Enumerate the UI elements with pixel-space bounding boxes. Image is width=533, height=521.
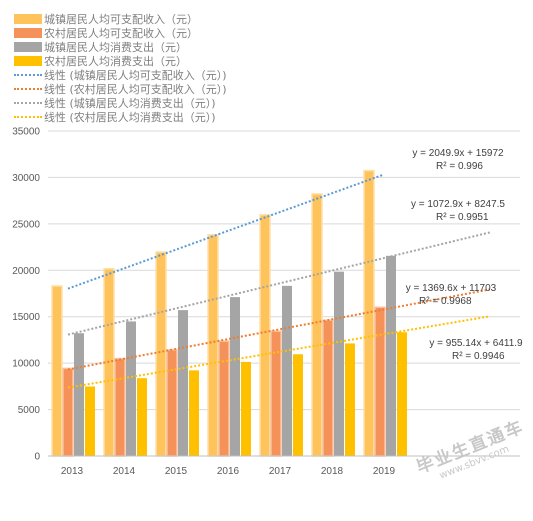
- y-tick-label-5: 25000: [12, 219, 40, 230]
- legend-trend-label-1: 线性 (农村居民人均可支配收入（元）): [44, 83, 227, 96]
- legend-item-series-0: 城镇居民人均可支配收入（元）: [14, 12, 227, 26]
- legend-item-trend-3: 线性 (农村居民人均消费支出（元）): [14, 110, 227, 124]
- bar-2-5: [334, 271, 344, 456]
- bar-2-0: [74, 333, 84, 456]
- x-tick-label-2: 2015: [165, 466, 188, 477]
- bar-2-1: [126, 321, 136, 456]
- bar-1-1: [114, 357, 126, 457]
- bar-1-0: [62, 367, 74, 457]
- y-tick-label-4: 20000: [12, 266, 40, 277]
- bar-1-4: [270, 330, 282, 457]
- legend-item-trend-1: 线性 (农村居民人均可支配收入（元）): [14, 82, 227, 96]
- trend-r2-3: R² = 0.9946: [452, 351, 505, 362]
- x-tick-label-5: 2018: [321, 466, 344, 477]
- x-tick-label-3: 2016: [217, 466, 240, 477]
- bar-0-2: [155, 251, 167, 457]
- legend-trend-label-0: 线性 (城镇居民人均可支配收入（元）): [44, 69, 227, 82]
- trend-lines: [67, 173, 491, 389]
- y-tick-label-1: 5000: [18, 405, 41, 416]
- bar-2-3: [230, 297, 240, 456]
- legend-trend-swatch-1: [14, 88, 42, 90]
- x-tick-label-6: 2019: [373, 466, 396, 477]
- y-tick-label-7: 35000: [12, 127, 40, 138]
- legend-label-2: 城镇居民人均消费支出（元）: [44, 41, 187, 54]
- trend-equation-2: y = 1369.6x + 11703: [406, 283, 497, 294]
- bar-3-6: [397, 332, 407, 456]
- legend-swatch-3: [14, 56, 42, 66]
- legend-swatch-2: [14, 42, 42, 52]
- bar-3-4: [293, 354, 303, 456]
- legend-swatch-0: [14, 14, 42, 24]
- legend-item-series-2: 城镇居民人均消费支出（元）: [14, 40, 227, 54]
- bar-3-0: [85, 386, 95, 456]
- bar-2-2: [178, 310, 188, 456]
- legend-trend-swatch-0: [14, 74, 42, 76]
- trend-r2-2: R² = 0.9968: [419, 296, 472, 307]
- trend-r2-0: R² = 0.996: [436, 161, 483, 172]
- y-tick-label-2: 10000: [12, 359, 40, 370]
- legend-trend-label-2: 线性 (城镇居民人均消费支出（元）): [44, 97, 216, 110]
- legend-item-series-1: 农村居民人均可支配收入（元）: [14, 26, 227, 40]
- trend-line-0: [67, 173, 385, 290]
- trend-equation-1: y = 1072.9x + 8247.5: [411, 199, 505, 210]
- legend-label-0: 城镇居民人均可支配收入（元）: [44, 13, 198, 26]
- trend-equation-3: y = 955.14x + 6411.9: [429, 338, 523, 349]
- legend-trend-swatch-3: [14, 116, 42, 118]
- bar-0-5: [311, 193, 323, 457]
- bars: [51, 169, 407, 457]
- bar-0-4: [259, 214, 271, 457]
- trend-line-1: [67, 288, 491, 371]
- bar-3-3: [241, 361, 251, 456]
- trend-line-3: [67, 315, 491, 389]
- bar-2-4: [282, 285, 292, 456]
- legend-trend-swatch-2: [14, 102, 42, 104]
- bar-0-3: [207, 234, 219, 457]
- legend-item-series-3: 农村居民人均消费支出（元）: [14, 54, 227, 68]
- bar-1-5: [322, 319, 334, 457]
- bar-3-2: [189, 370, 199, 456]
- trend-equation-0: y = 2049.9x + 15972: [412, 148, 504, 159]
- y-tick-label-6: 30000: [12, 173, 40, 184]
- bar-2-6: [386, 255, 396, 456]
- x-tick-label-4: 2017: [269, 466, 292, 477]
- bar-0-0: [51, 285, 63, 457]
- y-tick-label-0: 0: [34, 452, 40, 463]
- legend-swatch-1: [14, 28, 42, 38]
- bar-1-2: [166, 349, 178, 457]
- trend-equations: y = 2049.9x + 15972 R² = 0.996 y = 1072.9x…: [406, 148, 523, 362]
- trend-r2-1: R² = 0.9951: [436, 212, 489, 223]
- bar-0-6: [363, 169, 375, 457]
- bar-1-6: [374, 306, 386, 457]
- trend-line-2: [67, 231, 491, 336]
- y-tick-label-3: 15000: [12, 312, 40, 323]
- legend-item-trend-2: 线性 (城镇居民人均消费支出（元）): [14, 96, 227, 110]
- bar-3-1: [137, 378, 147, 456]
- chart-legend: 城镇居民人均可支配收入（元） 农村居民人均可支配收入（元） 城镇居民人均消费支出…: [14, 12, 227, 124]
- x-tick-label-0: 2013: [61, 466, 84, 477]
- bar-3-5: [345, 343, 355, 456]
- x-axis-ticks: 2013 2014 2015 2016 2017 2018 2019: [61, 466, 396, 477]
- bar-1-3: [218, 340, 230, 457]
- legend-label-3: 农村居民人均消费支出（元）: [44, 55, 187, 68]
- legend-label-1: 农村居民人均可支配收入（元）: [44, 27, 198, 40]
- legend-trend-label-3: 线性 (农村居民人均消费支出（元）): [44, 111, 216, 124]
- legend-item-trend-0: 线性 (城镇居民人均可支配收入（元）): [14, 68, 227, 82]
- y-axis-ticks: 0 5000 10000 15000 20000 25000 30000 35000: [12, 127, 40, 463]
- x-tick-label-1: 2014: [113, 466, 136, 477]
